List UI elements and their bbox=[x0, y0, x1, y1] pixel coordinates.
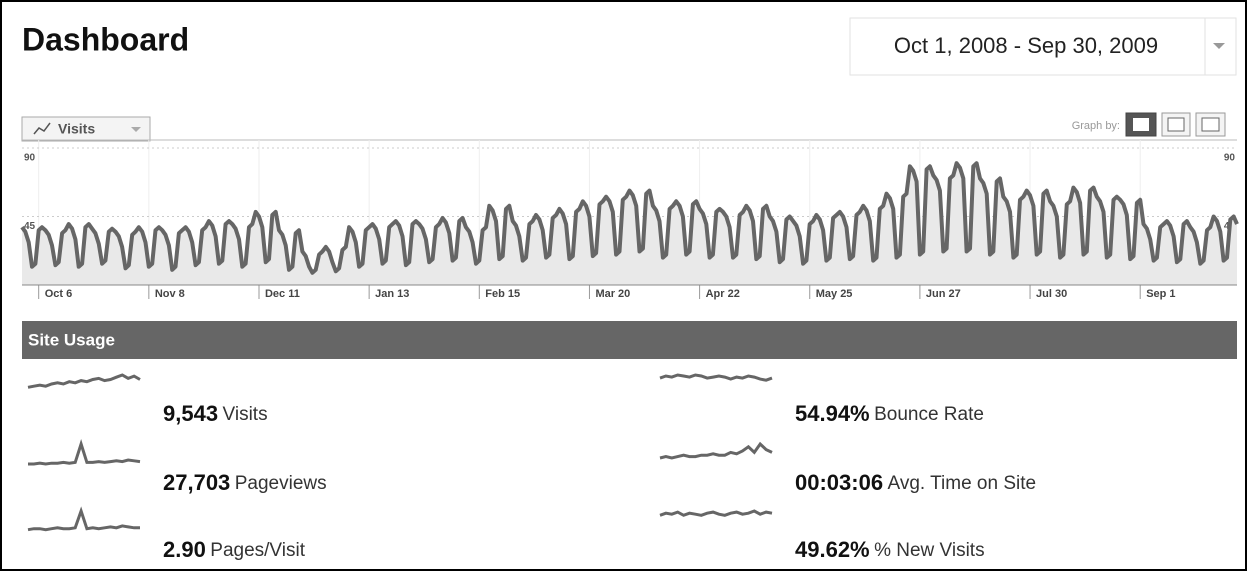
metric-value: 2.90 bbox=[163, 537, 206, 562]
x-tick-label: Sep 1 bbox=[1146, 288, 1175, 300]
x-tick-label: Dec 11 bbox=[265, 288, 300, 300]
date-picker[interactable]: Oct 1, 2008 - Sep 30, 2009 bbox=[849, 17, 1237, 76]
sparkline bbox=[659, 441, 773, 460]
y-tick-label: 45 bbox=[24, 221, 36, 232]
section-title: Site Usage bbox=[28, 330, 115, 349]
metric: 00:03:06 Avg. Time on Site bbox=[795, 470, 1036, 495]
metric-label: Pages/Visit bbox=[210, 540, 305, 561]
line-icon bbox=[33, 122, 51, 135]
dropdown-arrow bbox=[131, 127, 141, 132]
x-tick-label: Jun 27 bbox=[926, 288, 961, 300]
graph-by-buttons bbox=[1125, 112, 1226, 137]
section-header bbox=[22, 321, 1237, 359]
x-tick-label: Feb 15 bbox=[485, 288, 520, 300]
metric-value: 27,703 bbox=[163, 470, 230, 495]
y-tick-label: 90 bbox=[1224, 153, 1236, 164]
x-tick-label: Nov 8 bbox=[155, 288, 185, 300]
dropdown-arrow[interactable] bbox=[1213, 43, 1225, 49]
icon bbox=[1201, 117, 1220, 132]
metric-label: Bounce Rate bbox=[874, 404, 984, 425]
sparkline bbox=[28, 439, 141, 466]
x-tick-label: May 25 bbox=[816, 288, 853, 300]
metric-label: % New Visits bbox=[874, 540, 985, 561]
date-range[interactable]: Oct 1, 2008 - Sep 30, 2009 bbox=[894, 33, 1158, 58]
sparkline bbox=[659, 509, 773, 517]
metric: 54.94% Bounce Rate bbox=[795, 401, 984, 426]
metric-label: Visits bbox=[223, 404, 268, 425]
metric: 49.62% % New Visits bbox=[795, 537, 985, 562]
line bbox=[20, 161, 1239, 275]
icon bbox=[1167, 117, 1185, 132]
metric-label: Avg. Time on Site bbox=[888, 473, 1037, 494]
date-box[interactable] bbox=[849, 17, 1237, 76]
area bbox=[22, 163, 1237, 285]
metric-value: 54.94% bbox=[795, 401, 870, 426]
x-tick-label: Oct 6 bbox=[45, 288, 73, 300]
metric-label[interactable]: Visits bbox=[58, 121, 95, 137]
icon bbox=[1133, 118, 1149, 131]
metric-button[interactable]: Visits bbox=[21, 116, 151, 142]
graph-by-label: Graph by: bbox=[1072, 120, 1120, 132]
x-tick-label: Apr 22 bbox=[706, 288, 740, 300]
y-tick-label: 90 bbox=[24, 153, 36, 164]
x-tick-label: Mar 20 bbox=[595, 288, 630, 300]
metric: 9,543 Visits bbox=[163, 401, 268, 426]
sparkline bbox=[659, 373, 773, 382]
sparkline bbox=[27, 373, 141, 389]
x-tick-label: Jan 13 bbox=[375, 288, 409, 300]
sparkline bbox=[27, 506, 140, 532]
page-title: Dashboard bbox=[22, 21, 189, 57]
metric: 27,703 Pageviews bbox=[163, 470, 327, 495]
metric-label: Pageviews bbox=[235, 473, 327, 494]
metric-value: 9,543 bbox=[163, 401, 218, 426]
button-box[interactable] bbox=[21, 116, 151, 142]
metric: 2.90 Pages/Visit bbox=[163, 537, 306, 562]
metric-value: 49.62% bbox=[795, 537, 870, 562]
metric-value: 00:03:06 bbox=[795, 470, 883, 495]
x-tick-label: Jul 30 bbox=[1036, 288, 1067, 300]
